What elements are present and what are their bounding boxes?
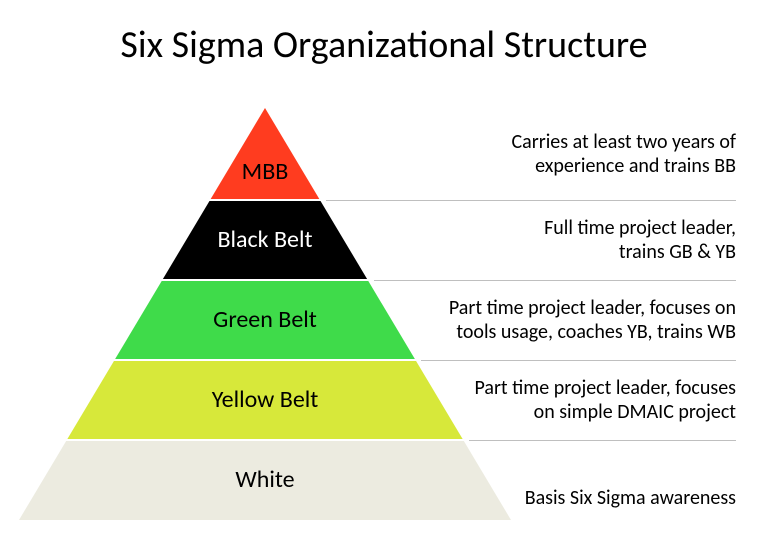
pyramid-level-0	[211, 108, 320, 199]
section-divider	[469, 440, 736, 441]
pyramid-level-4	[19, 441, 511, 520]
pyramid-level-1	[163, 201, 367, 279]
level-description: Carries at least two years ofexperience …	[512, 130, 736, 178]
section-divider	[421, 360, 736, 361]
pyramid-svg	[0, 0, 768, 546]
section-divider	[326, 200, 736, 201]
level-description: Basis Six Sigma awareness	[525, 486, 736, 510]
pyramid-level-2	[115, 281, 415, 359]
level-description: Part time project leader, focuseson simp…	[474, 376, 736, 424]
pyramid-level-3	[67, 361, 462, 439]
level-description: Full time project leader,trains GB & YB	[544, 216, 736, 264]
level-description: Part time project leader, focuses ontool…	[449, 296, 736, 344]
section-divider	[374, 280, 736, 281]
